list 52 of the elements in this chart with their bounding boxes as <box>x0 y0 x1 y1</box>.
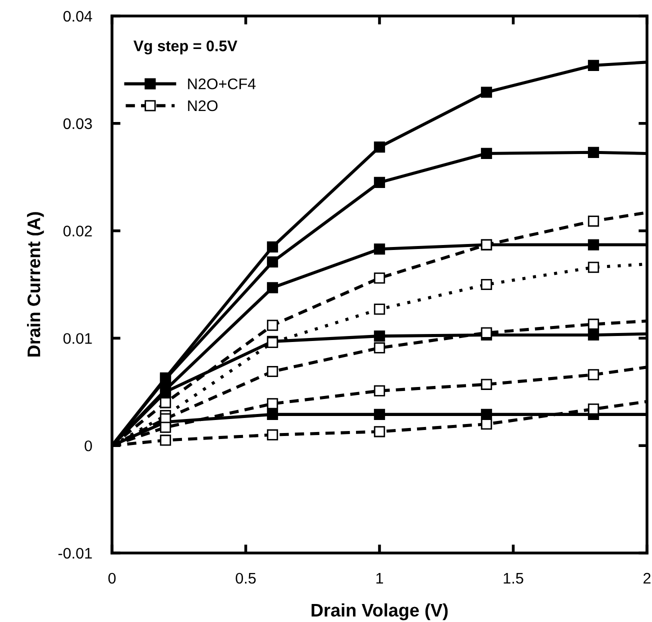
point <box>374 176 386 188</box>
point <box>480 278 492 290</box>
point <box>374 426 386 438</box>
y-tick-label: 0 <box>84 440 92 452</box>
x-tick-label: 2 <box>644 572 650 584</box>
point <box>480 418 492 430</box>
point <box>266 408 278 420</box>
point <box>374 408 386 420</box>
x-tick-label: 0 <box>108 572 116 584</box>
point <box>480 327 492 338</box>
y-tick-label: 0.02 <box>63 226 92 236</box>
point <box>588 329 600 341</box>
legend-label: N2O <box>188 100 218 112</box>
point <box>588 404 600 415</box>
point <box>588 216 600 227</box>
x-axis-title: Drain Volage (V) <box>312 603 448 620</box>
point <box>588 369 600 380</box>
x-tick-label: 1.5 <box>504 573 524 584</box>
point <box>374 330 386 342</box>
point <box>266 398 278 410</box>
point <box>480 148 492 160</box>
point <box>266 366 278 378</box>
point <box>588 60 600 71</box>
point <box>374 342 386 354</box>
point <box>266 429 278 440</box>
point <box>588 146 600 158</box>
y-tick-label: 0.04 <box>63 10 92 22</box>
legend-label: N2O+CF4 <box>188 78 256 90</box>
point <box>266 282 278 294</box>
point <box>160 422 172 433</box>
point <box>374 385 386 396</box>
point <box>160 397 172 408</box>
y-tick-label: 0.03 <box>63 118 92 130</box>
y-tick-label: -0.01 <box>58 548 92 559</box>
x-tick-label: 0.5 <box>236 572 256 584</box>
point <box>266 241 278 252</box>
point <box>374 244 386 255</box>
point <box>160 434 172 446</box>
y-axis-title: Drain Current (A) <box>27 212 44 357</box>
point <box>480 86 492 98</box>
point <box>588 262 600 273</box>
point <box>588 239 600 250</box>
point <box>266 320 278 331</box>
point <box>374 141 386 153</box>
point <box>588 318 600 330</box>
annotation: Vg step = 0.5V <box>134 40 238 54</box>
point <box>480 378 492 390</box>
point <box>374 304 386 315</box>
point <box>374 272 386 284</box>
y-tick-label: 0.01 <box>63 333 92 344</box>
point <box>266 256 278 268</box>
x-tick-label: 1 <box>376 573 384 584</box>
